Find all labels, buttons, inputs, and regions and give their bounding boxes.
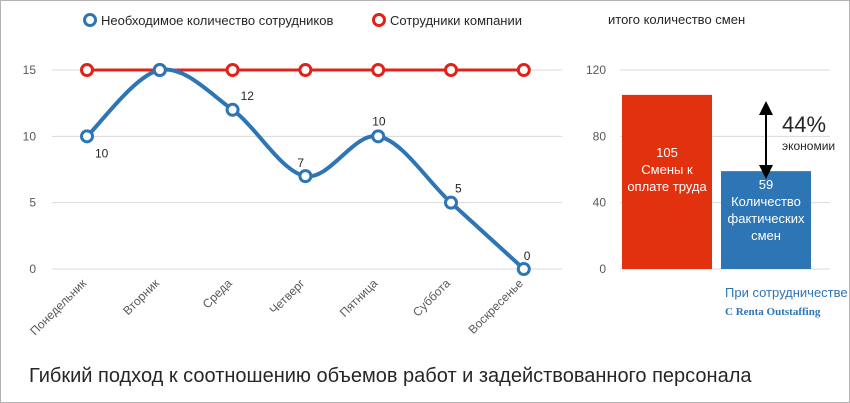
company-staff-point: [516, 63, 531, 77]
line-chart-series: [80, 63, 531, 276]
bar-chart-y-tick-label: 80: [593, 129, 607, 143]
company-staff-point: [80, 63, 94, 77]
bar-data-label: фактических: [728, 211, 805, 226]
line-chart-legend: Необходимое количество сотрудников Сотруд…: [83, 13, 522, 28]
required-staff-point: [225, 102, 240, 117]
company-staff-point: [298, 63, 313, 77]
bar-data-label: Смены к: [641, 162, 693, 177]
savings-percent: 44%: [782, 112, 826, 137]
footnote-line-1: При сотрудничестве: [725, 285, 848, 300]
line-chart-data-label: 5: [455, 182, 462, 196]
bar-data-label: смен: [751, 228, 781, 243]
line-chart-y-ticks: 0 5 10 15: [23, 63, 37, 276]
footnote-line-2: С Renta Outstaffing: [725, 306, 821, 318]
bar-chart: итого количество смен 0 40 80 120 105 Смены …: [586, 12, 848, 318]
line-chart-data-label: 0: [524, 249, 531, 263]
required-staff-point: [298, 169, 313, 184]
line-chart-x-tick-label: Воскресенье: [465, 276, 526, 337]
company-staff-point: [444, 63, 458, 77]
line-chart-data-label: 10: [95, 146, 109, 160]
bar-data-label: оплате труда: [627, 179, 707, 194]
bar: [622, 94, 712, 269]
bar-data-label: 59: [759, 177, 773, 192]
required-staff-point: [152, 63, 167, 77]
line-chart-data-label: 7: [297, 156, 304, 170]
savings-annotation: 44% экономии: [759, 101, 835, 179]
footnote: При сотрудничестве С Renta Outstaffing: [725, 285, 848, 318]
company-staff-point: [371, 63, 386, 77]
line-chart: 0 5 10 15 Понедельник Вторник Среда Четверг Пят…: [23, 13, 562, 338]
line-chart-data-labels: 10 12 7 10 5 0: [95, 89, 531, 263]
savings-label: экономии: [782, 139, 835, 153]
line-chart-x-tick-label: Пятница: [337, 276, 381, 320]
bar: [721, 171, 811, 269]
required-staff-point: [80, 129, 94, 144]
required-staff-point: [444, 195, 458, 210]
legend-marker: [83, 13, 97, 27]
bar-chart-title: итого количество смен: [608, 12, 745, 27]
required-staff-point: [371, 129, 386, 144]
line-chart-x-tick-label: Суббота: [410, 276, 453, 319]
bar-chart-bars: 105 Смены к оплате труда 59 Количество фактич…: [622, 94, 811, 269]
legend-marker: [372, 13, 386, 27]
required-staff-point: [516, 262, 531, 276]
line-chart-y-tick-label: 5: [29, 196, 36, 210]
line-chart-x-tick-label: Четверг: [267, 276, 308, 317]
line-chart-x-tick-label: Понедельник: [27, 276, 89, 338]
bar-chart-y-ticks: 0 40 80 120: [586, 63, 606, 276]
legend-label: Сотрудники компании: [390, 13, 522, 28]
line-chart-x-ticks: Понедельник Вторник Среда Четверг Пятница Суб…: [27, 276, 526, 338]
bar-data-label: 105: [656, 145, 678, 160]
line-chart-y-tick-label: 10: [23, 129, 37, 143]
bar-data-label: Количество: [731, 194, 801, 209]
legend-label: Необходимое количество сотрудников: [101, 13, 333, 28]
line-chart-x-tick-label: Среда: [200, 276, 235, 311]
page-caption: Гибкий подход к соотношению объемов рабо…: [29, 365, 752, 387]
line-chart-data-label: 10: [372, 114, 386, 128]
company-staff-point: [225, 63, 240, 77]
bar-chart-y-tick-label: 120: [586, 63, 606, 77]
line-chart-data-label: 12: [241, 89, 255, 103]
bar-chart-y-tick-label: 0: [599, 262, 606, 276]
bar-chart-y-tick-label: 40: [593, 196, 607, 210]
line-chart-y-tick-label: 15: [23, 63, 37, 77]
line-chart-y-tick-label: 0: [29, 262, 36, 276]
line-chart-x-tick-label: Вторник: [120, 276, 162, 318]
